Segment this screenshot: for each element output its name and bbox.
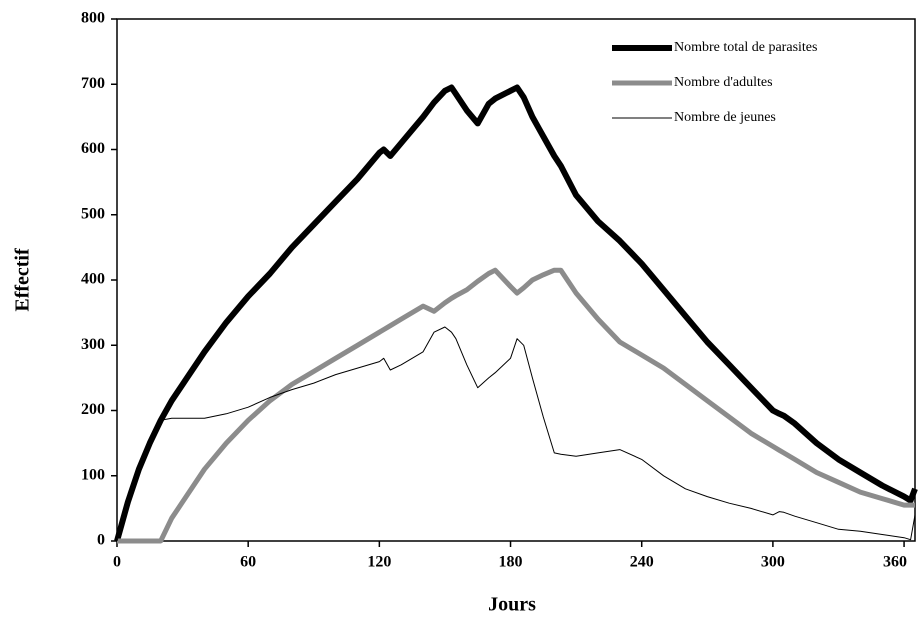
y-tick-label: 100	[81, 466, 105, 483]
y-tick-label: 700	[81, 75, 105, 92]
legend-text: Nombre de jeunes	[674, 110, 776, 125]
legend-text: Nombre d'adultes	[674, 75, 773, 90]
x-axis-label: Jours	[488, 594, 536, 616]
x-tick-label: 360	[883, 554, 907, 571]
y-tick-label: 400	[81, 271, 105, 288]
y-tick-label: 500	[81, 205, 105, 222]
line-series	[117, 267, 915, 544]
y-tick-label: 200	[81, 401, 105, 418]
x-tick-label: 0	[113, 554, 121, 571]
y-tick-label: 800	[81, 10, 105, 27]
line-series	[114, 84, 918, 542]
line-series	[116, 326, 916, 542]
x-tick-label: 120	[367, 554, 391, 571]
x-tick-label: 180	[499, 554, 523, 571]
y-axis-label: Effectif	[12, 248, 34, 312]
y-tick-label: 0	[97, 532, 105, 549]
x-tick-label: 300	[761, 554, 785, 571]
x-tick-label: 60	[240, 554, 256, 571]
plot-frame	[116, 18, 916, 542]
legend-text: Nombre total de parasites	[674, 40, 817, 55]
x-tick-label: 240	[630, 554, 654, 571]
y-tick-label: 600	[81, 140, 105, 157]
y-tick-label: 300	[81, 336, 105, 353]
